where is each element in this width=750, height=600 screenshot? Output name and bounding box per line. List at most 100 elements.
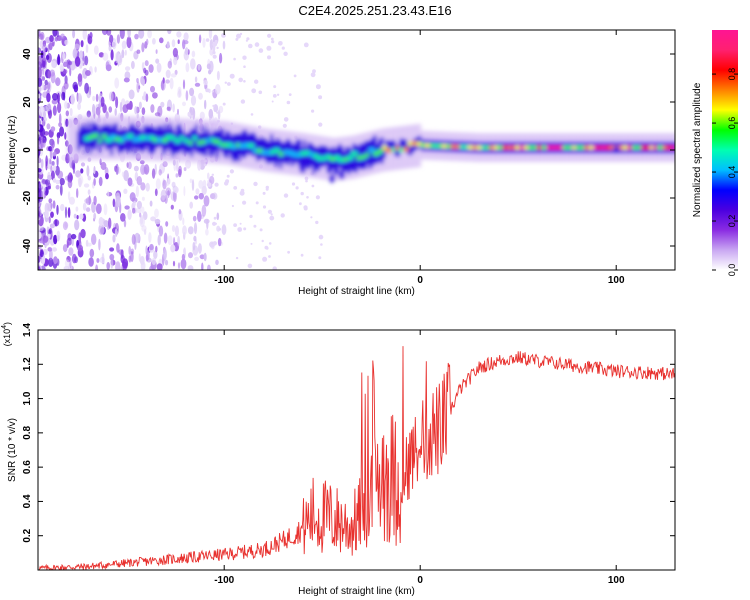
noise-speckle — [127, 161, 132, 170]
ridge-hotspot — [549, 145, 557, 150]
ridge-hotspot — [588, 145, 595, 150]
ridge-hotspot — [546, 145, 551, 150]
noise-speckle — [115, 195, 121, 208]
ridge-blob — [123, 138, 130, 147]
noise-speckle — [235, 256, 239, 260]
noise-speckle — [77, 73, 83, 83]
noise-speckle — [127, 177, 133, 187]
noise-speckle — [91, 233, 97, 245]
noise-speckle — [177, 108, 179, 115]
noise-speckle — [181, 253, 185, 261]
ridge-core — [263, 138, 266, 160]
noise-speckle — [86, 165, 90, 177]
noise-speckle — [100, 96, 105, 108]
noise-speckle — [141, 196, 145, 201]
ridge-core — [338, 143, 342, 168]
ridge-core — [89, 128, 92, 154]
ridge-core — [171, 128, 175, 157]
noise-speckle — [187, 265, 194, 270]
noise-speckle — [239, 222, 242, 225]
noise-speckle — [243, 80, 246, 83]
noise-speckle — [87, 189, 91, 195]
colorbar-gradient — [712, 30, 738, 270]
noise-speckle — [79, 213, 84, 220]
ridge-core — [328, 149, 332, 174]
ridge-core — [350, 150, 353, 171]
noise-speckle — [114, 52, 121, 64]
noise-speckle — [40, 140, 44, 150]
noise-speckle — [102, 52, 109, 61]
noise-speckle — [47, 174, 52, 181]
x-tick-label: -100 — [214, 275, 234, 286]
noise-speckle — [158, 225, 164, 237]
noise-speckle — [58, 113, 62, 125]
ridge-core — [173, 132, 177, 154]
ridge-hotspot — [188, 140, 193, 146]
noise-speckle — [49, 223, 56, 229]
noise-speckle — [38, 140, 41, 151]
ridge-hotspot — [303, 150, 311, 156]
noise-speckle — [189, 107, 195, 116]
ridge-core — [204, 132, 208, 157]
ridge-core — [77, 130, 81, 151]
noise-speckle — [188, 252, 193, 259]
noise-speckle — [203, 79, 209, 86]
ridge-core — [314, 147, 318, 170]
noise-speckle — [92, 103, 96, 115]
noise-speckle — [218, 105, 224, 114]
noise-speckle — [214, 39, 218, 44]
noise-speckle — [205, 38, 210, 42]
noise-speckle — [84, 55, 89, 66]
ridge-core — [159, 125, 163, 148]
noise-speckle — [123, 188, 128, 194]
ridge-hotspot — [656, 145, 665, 150]
ridge-core — [343, 151, 346, 172]
noise-speckle — [169, 77, 174, 90]
noise-speckle — [177, 235, 181, 247]
noise-speckle — [55, 184, 60, 190]
ridge-hotspot — [183, 138, 189, 143]
noise-speckle — [267, 55, 271, 60]
noise-speckle — [206, 182, 212, 187]
snr-series-line — [38, 346, 675, 570]
noise-speckle — [93, 178, 96, 186]
noise-speckle — [191, 179, 195, 191]
noise-speckle — [119, 30, 125, 39]
noise-speckle — [101, 252, 105, 263]
noise-speckle — [311, 109, 315, 113]
noise-speckle — [190, 95, 197, 106]
noise-speckle — [149, 265, 154, 270]
noise-speckle — [131, 60, 135, 70]
noise-speckle — [195, 188, 200, 195]
noise-speckle — [165, 69, 171, 79]
noise-speckle — [64, 75, 68, 84]
noise-speckle — [215, 259, 219, 265]
noise-speckle — [212, 104, 215, 108]
noise-speckle — [94, 66, 97, 73]
noise-speckle — [46, 82, 51, 91]
noise-speckle — [74, 56, 81, 67]
noise-speckle — [249, 214, 253, 219]
ridge-hotspot — [291, 152, 297, 157]
noise-speckle — [177, 262, 181, 269]
noise-speckle — [118, 249, 124, 255]
ridge-hotspot — [365, 152, 370, 157]
noise-speckle — [74, 219, 80, 231]
noise-speckle — [212, 51, 216, 55]
noise-speckle — [315, 220, 319, 225]
noise-speckle — [171, 225, 176, 232]
noise-speckle — [85, 197, 92, 206]
noise-speckle — [173, 186, 179, 194]
noise-speckle — [69, 66, 72, 77]
ridge-core — [227, 131, 231, 154]
noise-speckle — [283, 51, 288, 56]
noise-speckle — [262, 191, 266, 195]
noise-speckle — [312, 69, 316, 74]
noise-speckle — [172, 260, 176, 267]
noise-speckle — [242, 200, 247, 205]
noise-speckle — [57, 170, 64, 179]
x-axis-label: Height of straight line (km) — [298, 286, 415, 297]
noise-speckle — [207, 172, 210, 180]
noise-speckle — [150, 216, 157, 222]
noise-speckle — [166, 178, 169, 187]
